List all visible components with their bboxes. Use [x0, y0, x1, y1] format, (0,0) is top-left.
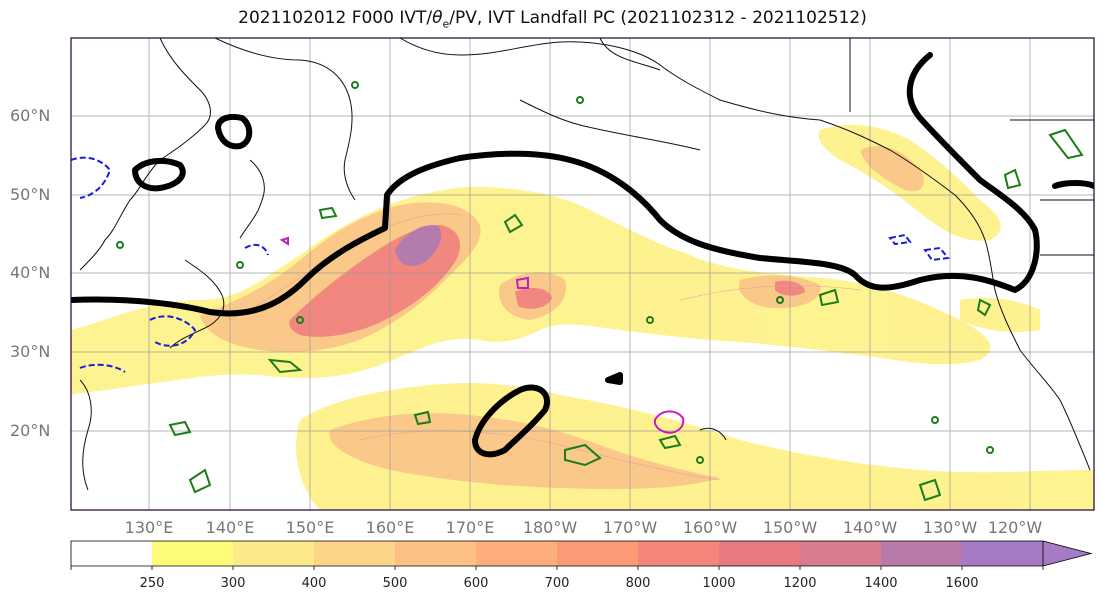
- colorbar-segment: [71, 541, 152, 566]
- lon-label-130e: 130°E: [124, 518, 174, 537]
- colorbar-segment: [638, 541, 719, 566]
- map-title: 2021102012 F000 IVT/θe/PV, IVT Landfall …: [238, 8, 867, 31]
- map-frame: [70, 37, 1095, 511]
- colorbar-tick-1200: 1200: [783, 576, 817, 591]
- lon-label-120w: 120°W: [987, 518, 1043, 537]
- green-contours: [116, 81, 1084, 502]
- thick-contours: [71, 52, 1094, 458]
- colorbar-segment: [395, 541, 476, 566]
- colorbar-tick-800: 800: [625, 576, 651, 591]
- colorbar-tick-600: 600: [463, 576, 489, 591]
- colorbar-segment: [152, 541, 233, 566]
- colorbar-tick-300: 300: [220, 576, 246, 591]
- colorbar-segment: [233, 541, 314, 566]
- graticule: [71, 38, 1094, 510]
- colorbar-segment: [962, 541, 1043, 566]
- colorbar-tick-1600: 1600: [945, 576, 979, 591]
- ivt-shading: [71, 124, 1094, 510]
- lon-label-170e: 170°E: [445, 518, 495, 537]
- colorbar-segment: [476, 541, 557, 566]
- lon-label-130w: 130°W: [922, 518, 978, 537]
- colorbar-segment: [800, 541, 881, 566]
- blue-contours: [71, 156, 950, 373]
- lat-label-20n: 20°N: [10, 421, 51, 440]
- lon-label-180w: 180°W: [522, 518, 578, 537]
- colorbar-tick-700: 700: [544, 576, 570, 591]
- colorbar-segment: [557, 541, 638, 566]
- colorbar: [70, 540, 1093, 570]
- lon-label-140w: 140°W: [842, 518, 898, 537]
- colorbar-tick-500: 500: [382, 576, 408, 591]
- lat-label-40n: 40°N: [10, 263, 51, 282]
- lon-label-140e: 140°E: [205, 518, 255, 537]
- colorbar-segment: [881, 541, 962, 566]
- lon-label-170w: 170°W: [602, 518, 658, 537]
- colorbar-extend-arrow: [1042, 540, 1093, 567]
- lon-label-160e: 160°E: [365, 518, 415, 537]
- colorbar-segment: [719, 541, 800, 566]
- colorbar-segment: [314, 541, 395, 566]
- colorbar-tick-250: 250: [139, 576, 165, 591]
- colorbar-tick-1400: 1400: [864, 576, 898, 591]
- lat-label-50n: 50°N: [10, 185, 51, 204]
- lon-label-150w: 150°W: [762, 518, 818, 537]
- lon-label-150e: 150°E: [285, 518, 335, 537]
- lon-label-160w: 160°W: [682, 518, 738, 537]
- magenta-contours: [279, 236, 685, 434]
- lat-label-30n: 30°N: [10, 342, 51, 361]
- colorbar-tick-400: 400: [301, 576, 327, 591]
- lat-label-60n: 60°N: [10, 106, 51, 125]
- colorbar-tick-1000: 1000: [702, 576, 736, 591]
